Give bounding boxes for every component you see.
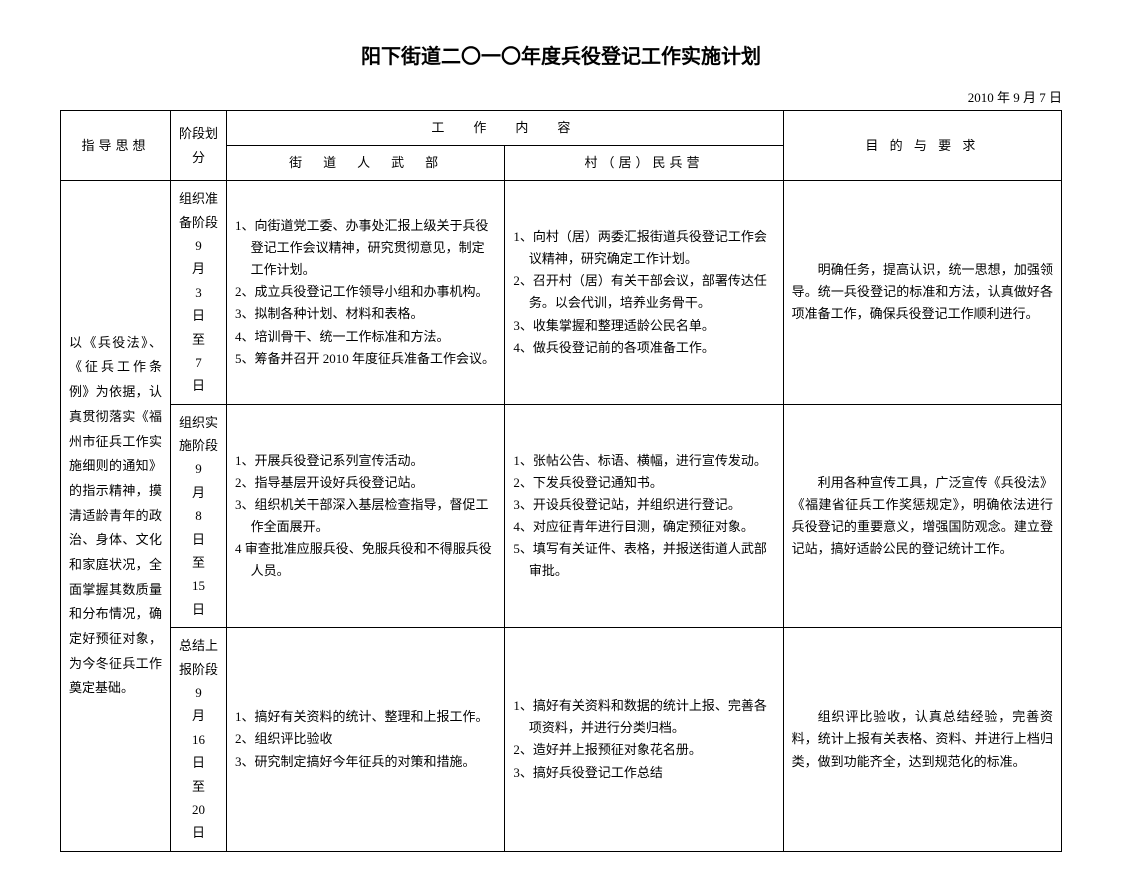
dept2-cell: 1、向村（居）两委汇报街道兵役登记工作会议精神，研究确定工作计划。2、召开村（居… xyxy=(505,181,783,405)
dept1-cell: 1、开展兵役登记系列宣传活动。2、指导基层开设好兵役登记站。3、组织机关干部深入… xyxy=(227,404,505,628)
phase-cell: 组织实施阶段9月8日至15日 xyxy=(171,404,227,628)
table-row: 以《兵役法》、《征兵工作条例》为依据，认真贯彻落实《福州市征兵工作实施细则的通知… xyxy=(61,181,1062,405)
dept1-cell: 1、向街道党工委、办事处汇报上级关于兵役登记工作会议精神，研究贯彻意见，制定工作… xyxy=(227,181,505,405)
phase-cell: 总结上报阶段9月16日至20日 xyxy=(171,628,227,852)
req-cell: 利用各种宣传工具，广泛宣传《兵役法》《福建省征兵工作奖惩规定》，明确依法进行兵役… xyxy=(783,404,1061,628)
dept1-cell: 1、搞好有关资料的统计、整理和上报工作。2、组织评比验收3、研究制定搞好今年征兵… xyxy=(227,628,505,852)
document-date: 2010 年 9 月 7 日 xyxy=(60,87,1062,106)
phase-cell: 组织准备阶段9月3日至7日 xyxy=(171,181,227,405)
header-dept1: 街 道 人 武 部 xyxy=(227,146,505,181)
dept2-cell: 1、搞好有关资料和数据的统计上报、完善各项资料，并进行分类归档。2、造好并上报预… xyxy=(505,628,783,852)
req-cell: 明确任务，提高认识，统一思想，加强领导。统一兵役登记的标准和方法，认真做好各项准… xyxy=(783,181,1061,405)
header-guide: 指导思想 xyxy=(61,111,171,181)
req-cell: 组织评比验收，认真总结经验，完善资料，统计上报有关表格、资料、并进行上档归类，做… xyxy=(783,628,1061,852)
header-phase: 阶段划分 xyxy=(171,111,227,181)
document-title: 阳下街道二〇一〇年度兵役登记工作实施计划 xyxy=(60,40,1062,69)
plan-table: 指导思想 阶段划分 工 作 内 容 目 的 与 要 求 街 道 人 武 部 村（… xyxy=(60,110,1062,852)
table-row: 组织实施阶段9月8日至15日 1、开展兵役登记系列宣传活动。2、指导基层开设好兵… xyxy=(61,404,1062,628)
header-work-content: 工 作 内 容 xyxy=(227,111,784,146)
header-requirements: 目 的 与 要 求 xyxy=(783,111,1061,181)
header-dept2: 村（居）民兵营 xyxy=(505,146,783,181)
dept2-cell: 1、张帖公告、标语、横幅，进行宣传发动。2、下发兵役登记通知书。3、开设兵役登记… xyxy=(505,404,783,628)
guide-text-cell: 以《兵役法》、《征兵工作条例》为依据，认真贯彻落实《福州市征兵工作实施细则的通知… xyxy=(61,181,171,852)
table-row: 总结上报阶段9月16日至20日 1、搞好有关资料的统计、整理和上报工作。2、组织… xyxy=(61,628,1062,852)
